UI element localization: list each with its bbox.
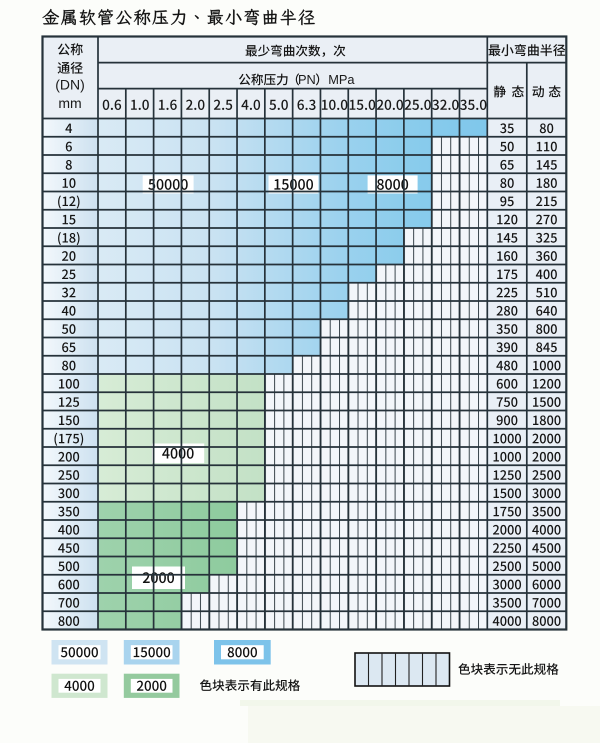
svg-text:MPa: MPa (328, 72, 355, 87)
svg-text:(DN): (DN) (55, 76, 85, 92)
svg-text:PN: PN (298, 72, 316, 87)
svg-text:mm: mm (58, 95, 81, 111)
